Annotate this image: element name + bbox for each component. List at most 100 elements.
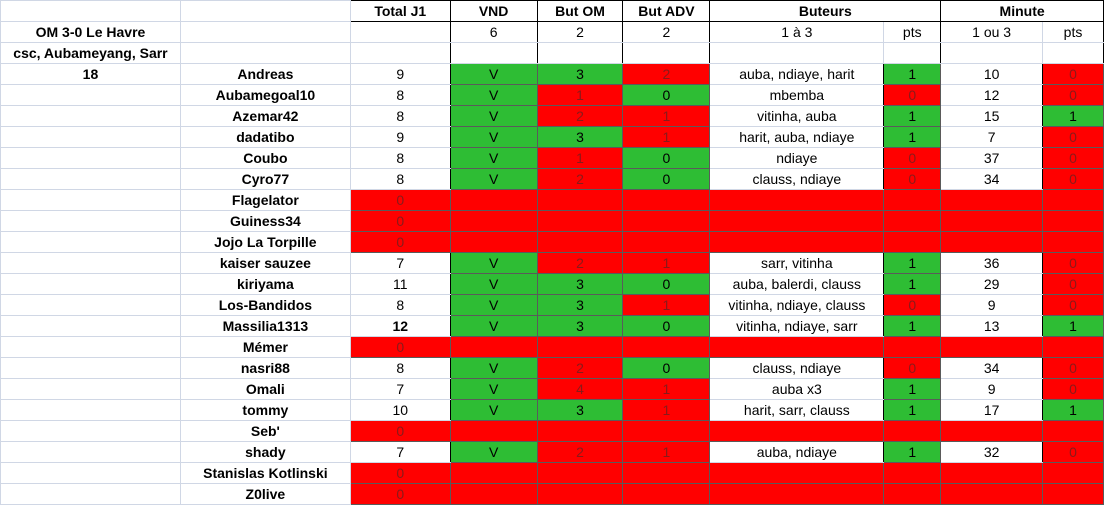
buteurs-pts-cell[interactable]: 1 bbox=[883, 315, 942, 337]
buteurs-pts-cell[interactable]: 1 bbox=[883, 105, 942, 127]
vnd-cell[interactable]: V bbox=[449, 252, 538, 274]
minute-cell[interactable]: 29 bbox=[940, 273, 1044, 295]
player-total[interactable]: 7 bbox=[349, 252, 451, 274]
buteurs-cell[interactable]: auba, ndiaye, harit bbox=[709, 63, 885, 85]
player-total[interactable]: 9 bbox=[349, 126, 451, 148]
buteurs-pts-cell[interactable]: 1 bbox=[883, 378, 942, 400]
minute-cell[interactable]: 12 bbox=[940, 84, 1044, 106]
buteurs-pts-cell[interactable]: 0 bbox=[883, 168, 942, 190]
minute-pts-cell[interactable]: 0 bbox=[1042, 378, 1104, 400]
buteurs-pts-cell[interactable]: 1 bbox=[883, 126, 942, 148]
minute-pts-cell[interactable]: 0 bbox=[1042, 147, 1104, 169]
buteurs-pts-cell[interactable]: 0 bbox=[883, 147, 942, 169]
player-total[interactable]: 0 bbox=[349, 420, 451, 442]
buteurs-cell[interactable] bbox=[709, 210, 885, 232]
buteurs-pts-cell[interactable] bbox=[883, 336, 942, 358]
player-total[interactable]: 9 bbox=[349, 63, 451, 85]
but-om-cell[interactable]: 3 bbox=[536, 294, 624, 316]
minute-pts-cell[interactable] bbox=[1042, 462, 1104, 484]
cell[interactable] bbox=[0, 210, 181, 232]
but-adv-cell[interactable]: 0 bbox=[622, 315, 711, 337]
minute-pts-cell[interactable] bbox=[1042, 231, 1104, 253]
cell[interactable] bbox=[0, 294, 181, 316]
buteurs-pts-cell[interactable]: 1 bbox=[883, 273, 942, 295]
but-adv-cell[interactable] bbox=[622, 336, 711, 358]
vnd-cell[interactable] bbox=[449, 210, 538, 232]
player-total[interactable]: 12 bbox=[349, 315, 451, 337]
player-total[interactable]: 11 bbox=[349, 273, 451, 295]
buteurs-pts-cell[interactable] bbox=[883, 189, 942, 211]
minute-pts-cell[interactable]: 0 bbox=[1042, 63, 1104, 85]
vnd-cell[interactable]: V bbox=[449, 357, 538, 379]
answer-buteurs-pts[interactable]: pts bbox=[883, 21, 942, 43]
vnd-cell[interactable]: V bbox=[449, 63, 538, 85]
but-adv-cell[interactable]: 0 bbox=[622, 147, 711, 169]
player-name[interactable]: Los-Bandidos bbox=[179, 294, 351, 316]
minute-cell[interactable]: 10 bbox=[940, 63, 1044, 85]
player-name[interactable]: Cyro77 bbox=[179, 168, 351, 190]
buteurs-pts-cell[interactable]: 0 bbox=[883, 357, 942, 379]
minute-cell[interactable]: 9 bbox=[940, 378, 1044, 400]
cell[interactable] bbox=[940, 42, 1044, 64]
buteurs-pts-cell[interactable]: 1 bbox=[883, 252, 942, 274]
cell[interactable] bbox=[0, 147, 181, 169]
but-om-cell[interactable]: 1 bbox=[536, 147, 624, 169]
but-adv-cell[interactable]: 1 bbox=[622, 378, 711, 400]
buteurs-cell[interactable]: auba, ndiaye bbox=[709, 441, 885, 463]
buteurs-cell[interactable]: vitinha, auba bbox=[709, 105, 885, 127]
vnd-cell[interactable]: V bbox=[449, 84, 538, 106]
header-minute[interactable]: Minute bbox=[940, 0, 1104, 22]
answer-minute-rule[interactable]: 1 ou 3 bbox=[940, 21, 1044, 43]
minute-pts-cell[interactable] bbox=[1042, 210, 1104, 232]
but-adv-cell[interactable] bbox=[622, 231, 711, 253]
cell[interactable] bbox=[349, 42, 451, 64]
but-adv-cell[interactable] bbox=[622, 189, 711, 211]
minute-cell[interactable]: 34 bbox=[940, 357, 1044, 379]
but-om-cell[interactable] bbox=[536, 231, 624, 253]
player-total[interactable]: 8 bbox=[349, 294, 451, 316]
buteurs-pts-cell[interactable]: 1 bbox=[883, 441, 942, 463]
player-name[interactable]: Mémer bbox=[179, 336, 351, 358]
player-total[interactable]: 0 bbox=[349, 231, 451, 253]
but-adv-cell[interactable]: 1 bbox=[622, 126, 711, 148]
but-adv-cell[interactable]: 0 bbox=[622, 357, 711, 379]
minute-pts-cell[interactable]: 0 bbox=[1042, 84, 1104, 106]
minute-cell[interactable] bbox=[940, 483, 1044, 505]
cell[interactable] bbox=[709, 42, 885, 64]
player-total[interactable]: 0 bbox=[349, 483, 451, 505]
minute-cell[interactable]: 7 bbox=[940, 126, 1044, 148]
answer-vnd[interactable]: 6 bbox=[449, 21, 538, 43]
buteurs-cell[interactable]: harit, auba, ndiaye bbox=[709, 126, 885, 148]
but-om-cell[interactable] bbox=[536, 483, 624, 505]
player-name[interactable]: Guiness34 bbox=[179, 210, 351, 232]
but-adv-cell[interactable]: 0 bbox=[622, 84, 711, 106]
buteurs-cell[interactable]: vitinha, ndiaye, sarr bbox=[709, 315, 885, 337]
player-total[interactable]: 0 bbox=[349, 189, 451, 211]
vnd-cell[interactable] bbox=[449, 336, 538, 358]
vnd-cell[interactable]: V bbox=[449, 273, 538, 295]
minute-pts-cell[interactable]: 0 bbox=[1042, 252, 1104, 274]
but-adv-cell[interactable]: 0 bbox=[622, 273, 711, 295]
cell[interactable] bbox=[0, 399, 181, 421]
player-name[interactable]: Aubamegoal10 bbox=[179, 84, 351, 106]
minute-cell[interactable]: 13 bbox=[940, 315, 1044, 337]
but-adv-cell[interactable]: 1 bbox=[622, 294, 711, 316]
header-but-om[interactable]: But OM bbox=[536, 0, 624, 22]
but-om-cell[interactable]: 3 bbox=[536, 63, 624, 85]
player-name[interactable]: Omali bbox=[179, 378, 351, 400]
player-name[interactable]: kiriyama bbox=[179, 273, 351, 295]
vnd-cell[interactable]: V bbox=[449, 147, 538, 169]
but-om-cell[interactable]: 2 bbox=[536, 357, 624, 379]
but-om-cell[interactable]: 3 bbox=[536, 126, 624, 148]
minute-cell[interactable] bbox=[940, 420, 1044, 442]
minute-cell[interactable]: 15 bbox=[940, 105, 1044, 127]
player-total[interactable]: 0 bbox=[349, 336, 451, 358]
answer-but-adv[interactable]: 2 bbox=[622, 21, 711, 43]
answer-minute-pts[interactable]: pts bbox=[1042, 21, 1104, 43]
player-name[interactable]: Z0live bbox=[179, 483, 351, 505]
player-name[interactable]: nasri88 bbox=[179, 357, 351, 379]
buteurs-cell[interactable]: harit, sarr, clauss bbox=[709, 399, 885, 421]
minute-pts-cell[interactable] bbox=[1042, 483, 1104, 505]
but-adv-cell[interactable] bbox=[622, 420, 711, 442]
minute-pts-cell[interactable] bbox=[1042, 420, 1104, 442]
